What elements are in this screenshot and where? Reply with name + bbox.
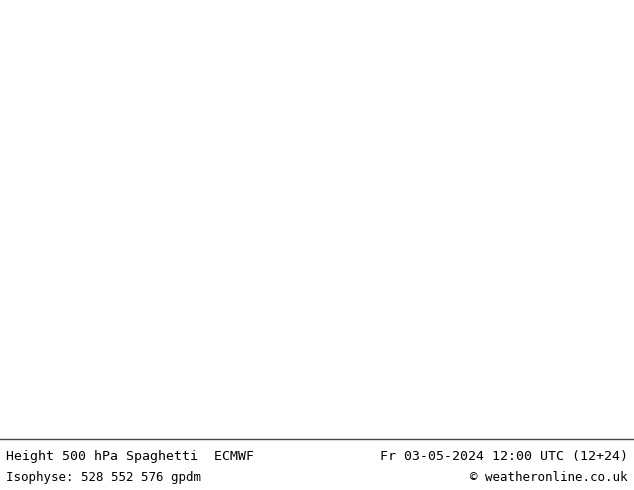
Text: Isophyse: 528 552 576 gpdm: Isophyse: 528 552 576 gpdm — [6, 471, 202, 484]
Text: © weatheronline.co.uk: © weatheronline.co.uk — [470, 471, 628, 484]
Text: Height 500 hPa Spaghetti  ECMWF: Height 500 hPa Spaghetti ECMWF — [6, 450, 254, 463]
Text: Fr 03-05-2024 12:00 UTC (12+24): Fr 03-05-2024 12:00 UTC (12+24) — [380, 450, 628, 463]
